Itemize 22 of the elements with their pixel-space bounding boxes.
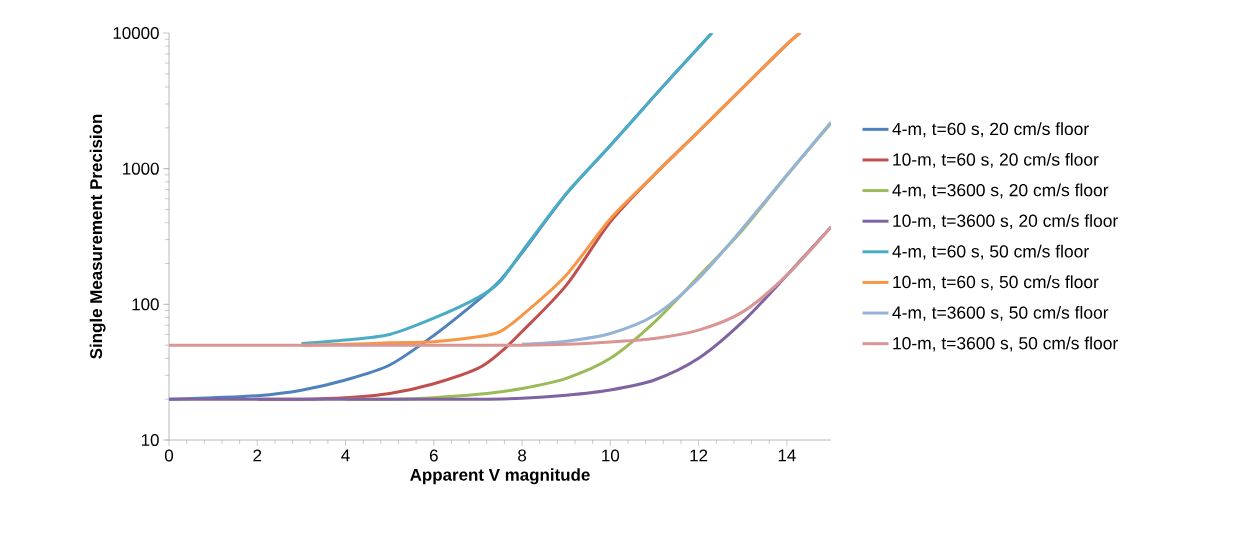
x-tick-label: 12 bbox=[690, 449, 708, 462]
x-tick-label: 6 bbox=[429, 449, 438, 462]
y-tick-label: 10000 bbox=[113, 27, 159, 39]
legend-label: 4-m, t=3600 s, 20 cm/s floor bbox=[892, 183, 1109, 199]
x-tick-label: 0 bbox=[164, 449, 174, 462]
legend-label: 4-m, t=60 s, 20 cm/s floor bbox=[892, 122, 1089, 138]
x-tick-label: 2 bbox=[253, 449, 262, 462]
legend-label: 10-m, t=3600 s, 50 cm/s floor bbox=[893, 336, 1118, 352]
legend-label: 10-m, t=60 s, 20 cm/s floor bbox=[893, 152, 1099, 168]
legend-label: 4-m, t=3600 s, 50 cm/s floor bbox=[892, 305, 1109, 321]
y-tick-label: 10 bbox=[141, 434, 159, 447]
y-axis-title: Single Measurement Precision bbox=[89, 114, 106, 359]
legend-label: 10-m, t=3600 s, 20 cm/s floor bbox=[893, 214, 1118, 229]
legend-label: 4-m, t=60 s, 50 cm/s floor bbox=[892, 244, 1089, 260]
y-tick-label: 100 bbox=[132, 298, 159, 311]
legend-label: 10-m, t=60 s, 50 cm/s floor bbox=[893, 275, 1099, 291]
x-tick-label: 14 bbox=[778, 449, 796, 462]
x-tick-label: 8 bbox=[518, 449, 527, 462]
x-tick-label: 10 bbox=[602, 449, 620, 462]
x-axis-title: Apparent V magnitude bbox=[410, 468, 590, 485]
y-tick-label: 1000 bbox=[123, 162, 159, 175]
x-tick-label: 4 bbox=[341, 449, 350, 462]
